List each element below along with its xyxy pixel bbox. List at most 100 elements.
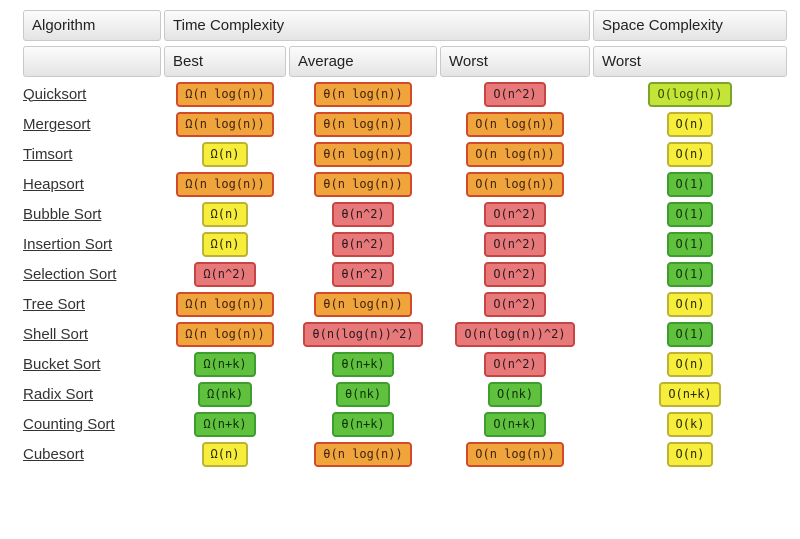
complexity-badge: Ω(n) [201,142,249,167]
algorithm-link-timsort[interactable]: Timsort [23,145,73,163]
complexity-badge: O(n+k) [484,412,546,437]
header-best: Best [164,46,286,77]
table-row: Bucket Sort Ω(n+k) θ(n+k) O(n^2) O(n) [23,352,787,377]
worst-cell: O(n^2) [440,82,590,107]
algorithm-link-bubble-sort[interactable]: Bubble Sort [23,205,102,223]
complexity-badge: Ω(n+k) [194,352,256,377]
algorithm-link-shell-sort[interactable]: Shell Sort [23,325,89,343]
algorithm-cell: Bucket Sort [23,352,161,377]
algorithm-cell: Quicksort [23,82,161,107]
complexity-badge: O(n^2) [484,202,546,227]
best-cell: Ω(n log(n)) [164,112,286,137]
average-cell: θ(n^2) [289,262,437,287]
complexity-badge: O(log(n)) [648,82,732,107]
worst-cell: O(n^2) [440,202,590,227]
average-cell: θ(n^2) [289,232,437,257]
algorithm-link-counting-sort[interactable]: Counting Sort [23,415,115,433]
algorithm-link-tree-sort[interactable]: Tree Sort [23,295,85,313]
complexity-badge: O(nk) [487,382,543,407]
algorithm-link-bucket-sort[interactable]: Bucket Sort [23,355,101,373]
header-group-row: Algorithm Time Complexity Space Complexi… [23,10,787,41]
algorithm-link-radix-sort[interactable]: Radix Sort [23,385,94,403]
complexity-badge: Ω(n) [201,202,249,227]
table-row: Tree Sort Ω(n log(n)) θ(n log(n)) O(n^2) O(n… [23,292,787,317]
complexity-badge: O(n^2) [484,292,546,317]
space-cell: O(n) [593,352,787,377]
table-row: Quicksort Ω(n log(n)) θ(n log(n)) O(n^2) O(l… [23,82,787,107]
table-row: Timsort Ω(n) θ(n log(n)) O(n log(n)) O(n) [23,142,787,167]
table-header: Algorithm Time Complexity Space Complexi… [23,10,787,77]
average-cell: θ(n+k) [289,352,437,377]
complexity-table: Algorithm Time Complexity Space Complexi… [20,5,790,472]
best-cell: Ω(n) [164,232,286,257]
best-cell: Ω(n log(n)) [164,292,286,317]
algorithm-link-cubesort[interactable]: Cubesort [23,445,84,463]
complexity-badge: O(k) [666,412,714,437]
header-space-complexity: Space Complexity [593,10,787,41]
complexity-badge: θ(n log(n)) [314,442,412,467]
average-cell: θ(nk) [289,382,437,407]
complexity-badge: O(n) [666,292,714,317]
complexity-badge: O(n log(n)) [466,112,564,137]
average-cell: θ(n log(n)) [289,442,437,467]
complexity-badge: θ(n+k) [332,352,394,377]
best-cell: Ω(n log(n)) [164,322,286,347]
best-cell: Ω(nk) [164,382,286,407]
complexity-badge: O(n+k) [659,382,721,407]
header-worst: Worst [440,46,590,77]
complexity-badge: Ω(n log(n)) [176,82,274,107]
complexity-badge: θ(n^2) [332,262,394,287]
algorithm-cell: Tree Sort [23,292,161,317]
header-space-worst: Worst [593,46,787,77]
average-cell: θ(n(log(n))^2) [289,322,437,347]
algorithm-link-mergesort[interactable]: Mergesort [23,115,91,133]
algorithm-link-insertion-sort[interactable]: Insertion Sort [23,235,113,253]
worst-cell: O(n log(n)) [440,142,590,167]
best-cell: Ω(n+k) [164,412,286,437]
best-cell: Ω(n^2) [164,262,286,287]
space-cell: O(n) [593,442,787,467]
header-sub-row: Best Average Worst Worst [23,46,787,77]
complexity-badge: O(1) [666,232,714,257]
complexity-badge: Ω(n+k) [194,412,256,437]
complexity-badge: θ(nk) [335,382,391,407]
complexity-badge: Ω(n) [201,442,249,467]
complexity-badge: O(n log(n)) [466,172,564,197]
best-cell: Ω(n log(n)) [164,82,286,107]
space-cell: O(1) [593,322,787,347]
complexity-badge: O(n) [666,442,714,467]
complexity-badge: θ(n^2) [332,202,394,227]
algorithm-link-heapsort[interactable]: Heapsort [23,175,84,193]
table-row: Counting Sort Ω(n+k) θ(n+k) O(n+k) O(k) [23,412,787,437]
best-cell: Ω(n+k) [164,352,286,377]
algorithm-cell: Selection Sort [23,262,161,287]
algorithm-cell: Mergesort [23,112,161,137]
algorithm-cell: Heapsort [23,172,161,197]
space-cell: O(k) [593,412,787,437]
complexity-badge: θ(n log(n)) [314,172,412,197]
complexity-badge: θ(n log(n)) [314,142,412,167]
algorithm-link-quicksort[interactable]: Quicksort [23,85,87,103]
algorithm-link-selection-sort[interactable]: Selection Sort [23,265,117,283]
average-cell: θ(n log(n)) [289,142,437,167]
table-row: Selection Sort Ω(n^2) θ(n^2) O(n^2) O(1) [23,262,787,287]
table-row: Radix Sort Ω(nk) θ(nk) O(nk) O(n+k) [23,382,787,407]
algorithm-cell: Counting Sort [23,412,161,437]
average-cell: θ(n log(n)) [289,292,437,317]
complexity-badge: θ(n(log(n))^2) [303,322,423,347]
table-row: Heapsort Ω(n log(n)) θ(n log(n)) O(n log(n)… [23,172,787,197]
complexity-badge: O(n^2) [484,262,546,287]
complexity-badge: θ(n log(n)) [314,112,412,137]
table-body: Quicksort Ω(n log(n)) θ(n log(n)) O(n^2) O(l… [23,82,787,467]
worst-cell: O(n^2) [440,262,590,287]
best-cell: Ω(n) [164,442,286,467]
complexity-badge: O(1) [666,262,714,287]
complexity-badge: Ω(nk) [197,382,253,407]
header-empty [23,46,161,77]
average-cell: θ(n log(n)) [289,112,437,137]
algorithm-cell: Timsort [23,142,161,167]
space-cell: O(n+k) [593,382,787,407]
space-cell: O(n) [593,142,787,167]
space-cell: O(log(n)) [593,82,787,107]
worst-cell: O(n log(n)) [440,112,590,137]
